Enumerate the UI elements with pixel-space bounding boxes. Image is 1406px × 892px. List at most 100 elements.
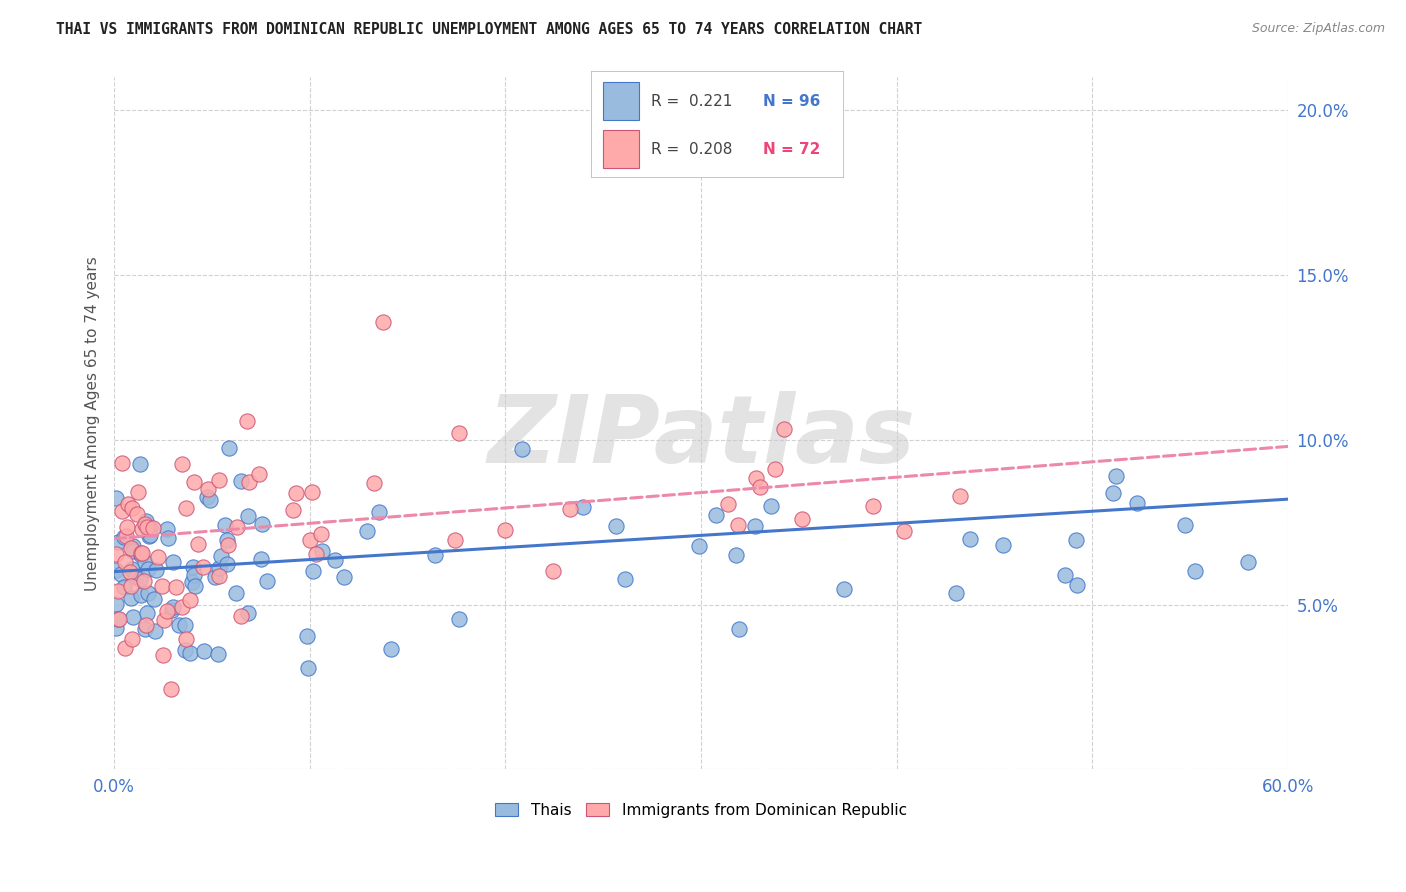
Point: [129, 588, 152, 602]
Point: [772, 422, 794, 436]
Text: N = 72: N = 72: [762, 142, 820, 157]
Point: [107, 612, 129, 626]
Point: [717, 497, 740, 511]
Point: [236, 606, 259, 620]
Point: [129, 548, 152, 562]
Point: [152, 648, 174, 662]
Point: [295, 629, 318, 643]
Point: [949, 489, 972, 503]
Point: [214, 518, 236, 533]
Point: [162, 599, 184, 614]
Point: [249, 551, 271, 566]
Point: [333, 570, 356, 584]
Point: [111, 456, 134, 470]
Point: [142, 591, 165, 606]
Text: R =  0.208: R = 0.208: [651, 142, 733, 157]
Point: [297, 661, 319, 675]
Point: [183, 568, 205, 582]
Point: [179, 592, 201, 607]
Point: [134, 622, 156, 636]
Point: [250, 517, 273, 532]
Point: [209, 549, 232, 563]
Point: [229, 608, 252, 623]
Point: [111, 504, 134, 518]
Point: [172, 600, 194, 615]
Point: [139, 527, 162, 541]
Point: [112, 580, 135, 594]
Point: [605, 519, 627, 533]
Point: [688, 540, 710, 554]
Point: [121, 500, 143, 515]
Point: [131, 522, 153, 536]
Point: [120, 566, 142, 580]
Point: [127, 485, 149, 500]
Point: [184, 579, 207, 593]
Point: [129, 572, 152, 586]
Point: [156, 521, 179, 535]
Point: [217, 538, 239, 552]
Point: [110, 566, 132, 581]
Point: [373, 316, 395, 330]
Point: [104, 563, 127, 577]
Text: N = 96: N = 96: [762, 94, 820, 109]
Point: [1105, 468, 1128, 483]
Point: [862, 499, 884, 513]
Point: [301, 485, 323, 500]
FancyBboxPatch shape: [603, 82, 638, 120]
Point: [160, 681, 183, 696]
Point: [200, 493, 222, 508]
Point: [125, 570, 148, 584]
Point: [121, 562, 143, 576]
Point: [121, 539, 143, 553]
Point: [162, 603, 184, 617]
Point: [284, 486, 307, 500]
Point: [208, 569, 231, 583]
Point: [1064, 533, 1087, 548]
Point: [170, 457, 193, 471]
Point: [174, 632, 197, 646]
Point: [134, 555, 156, 569]
Point: [614, 572, 637, 586]
Point: [204, 570, 226, 584]
Point: [744, 519, 766, 533]
Point: [704, 508, 727, 522]
Point: [305, 547, 328, 561]
Point: [447, 612, 470, 626]
Point: [759, 499, 782, 513]
Point: [143, 624, 166, 638]
Point: [444, 533, 467, 547]
Point: [1237, 555, 1260, 569]
Point: [218, 442, 240, 456]
Point: [120, 541, 142, 555]
Point: [724, 549, 747, 563]
Point: [115, 520, 138, 534]
Point: [167, 618, 190, 632]
Point: [229, 475, 252, 489]
Point: [256, 574, 278, 588]
Point: [135, 617, 157, 632]
Point: [136, 586, 159, 600]
Point: [1066, 578, 1088, 592]
Point: [226, 520, 249, 534]
Point: [162, 555, 184, 569]
Text: Source: ZipAtlas.com: Source: ZipAtlas.com: [1251, 22, 1385, 36]
Point: [302, 564, 325, 578]
Point: [368, 505, 391, 519]
FancyBboxPatch shape: [591, 71, 844, 178]
Point: [193, 560, 215, 574]
Point: [153, 613, 176, 627]
Y-axis label: Unemployment Among Ages 65 to 74 years: Unemployment Among Ages 65 to 74 years: [86, 256, 100, 591]
Point: [1054, 568, 1077, 582]
Point: [283, 503, 305, 517]
Point: [197, 482, 219, 496]
Point: [745, 471, 768, 485]
Point: [138, 529, 160, 543]
Point: [157, 531, 180, 545]
Point: [131, 546, 153, 560]
Point: [105, 597, 128, 611]
Point: [494, 523, 516, 537]
Point: [179, 646, 201, 660]
Point: [193, 644, 215, 658]
Point: [135, 514, 157, 528]
Point: [115, 529, 138, 543]
